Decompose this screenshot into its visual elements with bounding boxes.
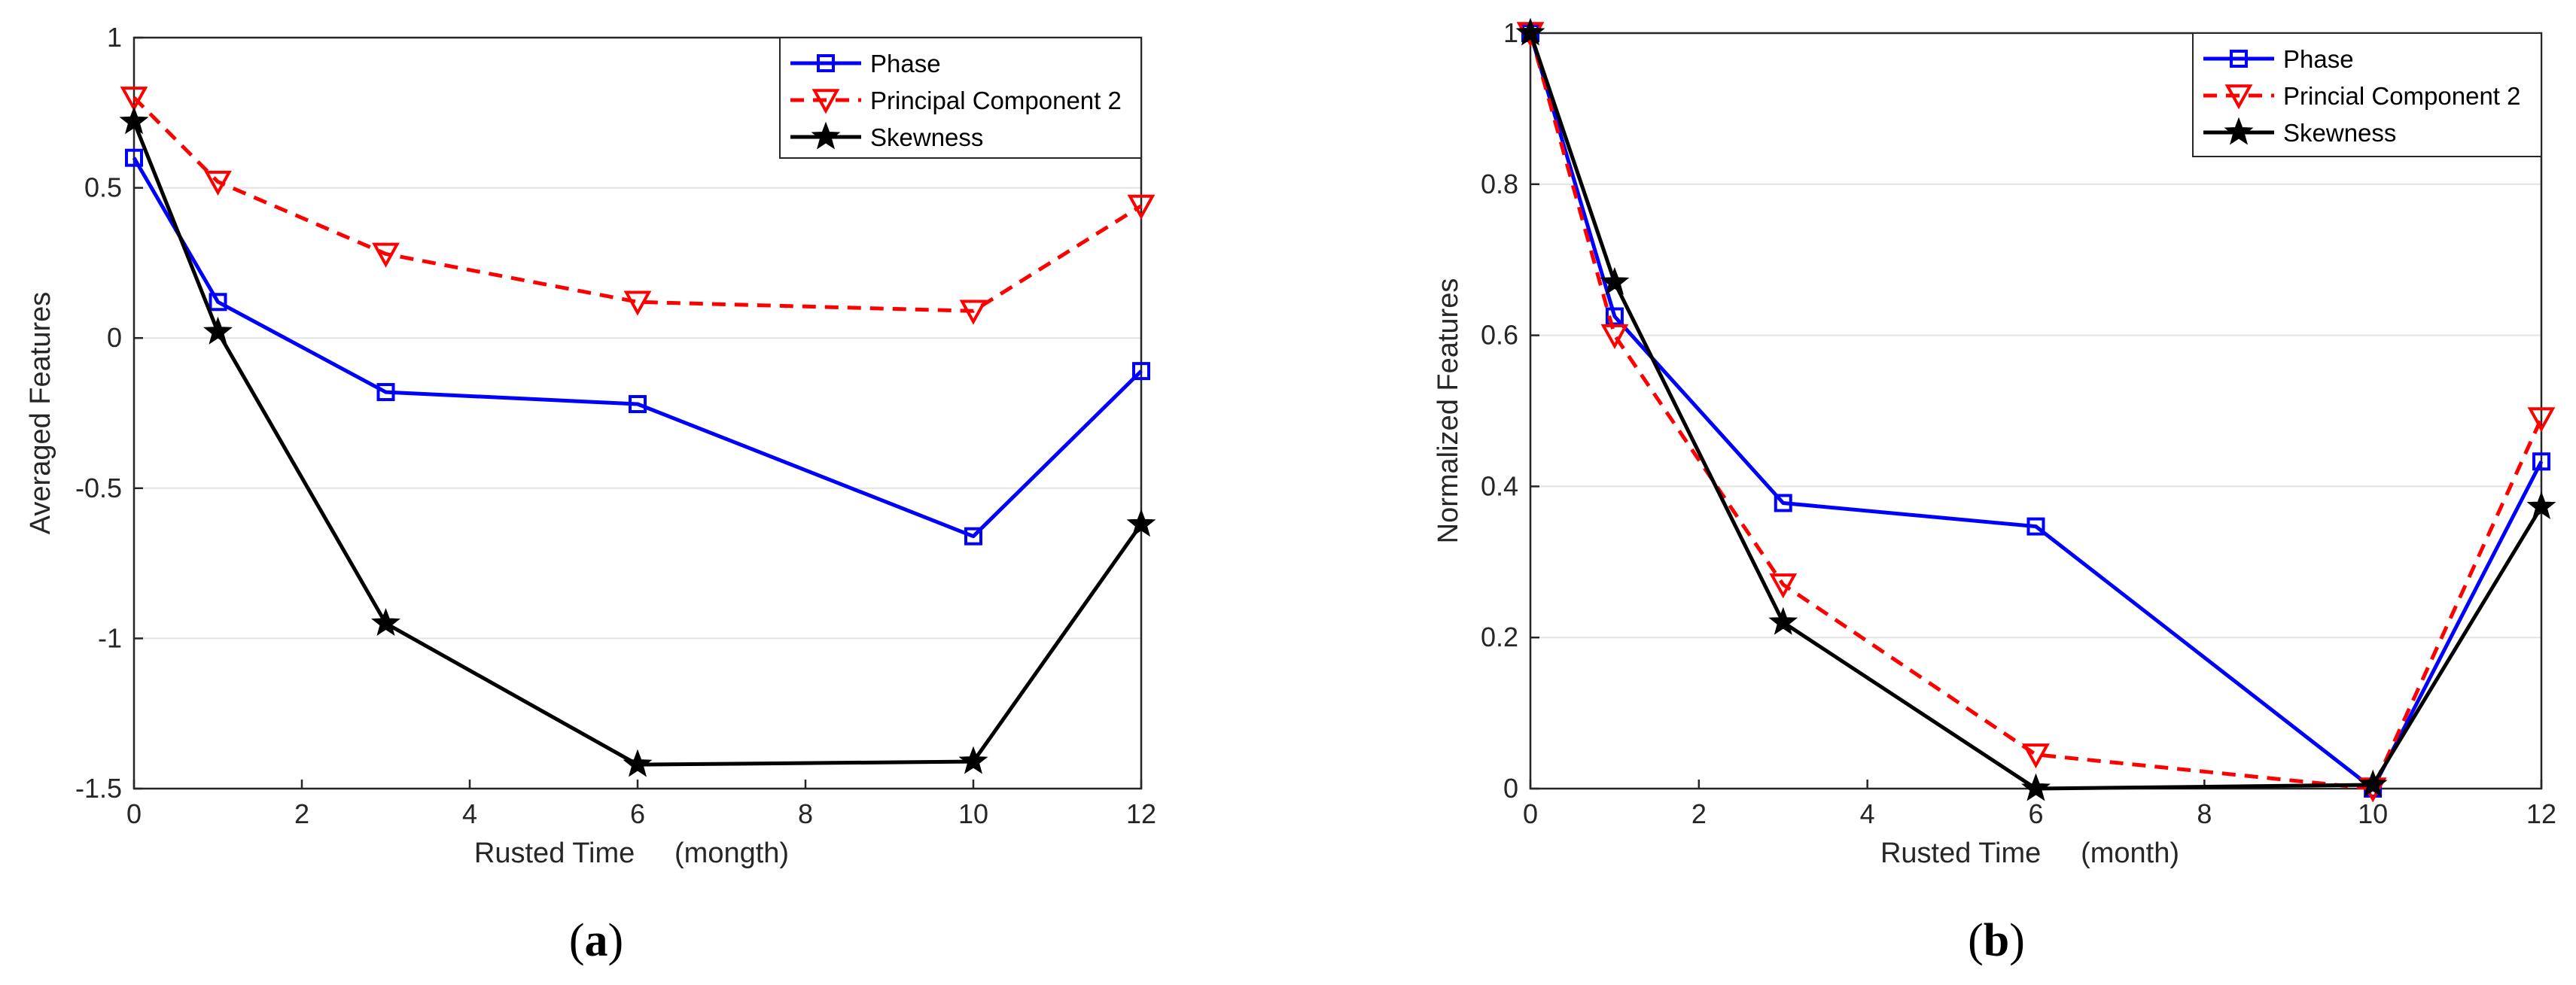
legend-marker <box>2224 117 2254 145</box>
x-tick-label: 8 <box>798 798 813 829</box>
panel-label-letter: b <box>1984 915 2009 966</box>
data-point <box>1127 194 1156 220</box>
panel-label-close: ) <box>2009 915 2025 966</box>
data-point <box>203 316 233 345</box>
x-tick-label: 0 <box>126 798 142 829</box>
data-point <box>959 299 988 325</box>
data-point <box>119 106 149 135</box>
legend-label: Phase <box>870 50 941 78</box>
data-point <box>2358 769 2388 798</box>
x-tick-label: 6 <box>2028 798 2043 829</box>
legend-label: Skewness <box>870 123 983 151</box>
x-tick-label: 2 <box>1691 798 1707 829</box>
legend-marker <box>817 54 835 72</box>
y-tick-label: 1 <box>107 22 122 53</box>
legend-marker <box>811 121 841 150</box>
y-axis-label: Averaged Features <box>25 292 56 535</box>
data-point <box>2021 773 2051 801</box>
data-point <box>204 170 232 196</box>
data-point <box>958 746 988 774</box>
data-point <box>623 749 653 777</box>
series-line <box>132 96 1143 313</box>
x-tick-label: 8 <box>2197 798 2212 829</box>
panel-label: (b) <box>1968 915 2025 966</box>
legend-marker <box>2230 50 2248 68</box>
legend-marker <box>2224 84 2253 110</box>
series-line <box>1528 32 2544 791</box>
x-axis-label: Rusted Time (month) <box>1880 838 2179 869</box>
y-tick-label: 0.8 <box>1481 169 1518 199</box>
panel-label-close: ) <box>608 915 624 966</box>
data-point <box>1605 307 1624 326</box>
y-tick-label: 1 <box>1503 17 1518 48</box>
data-point <box>1600 266 1630 295</box>
data-point <box>2527 407 2556 433</box>
data-point <box>1515 17 1545 46</box>
x-tick-label: 4 <box>1860 798 1875 829</box>
data-point <box>1600 324 1629 349</box>
data-point <box>1768 607 1798 635</box>
y-tick-label: -0.5 <box>75 473 122 503</box>
legend: Phase Principal Component 2 Skewness <box>779 37 1142 159</box>
x-tick-label: 4 <box>462 798 477 829</box>
data-point <box>371 607 400 636</box>
x-tick-label: 12 <box>1126 798 1156 829</box>
y-tick-label: 0.4 <box>1481 470 1518 501</box>
series-line <box>132 120 1143 767</box>
legend-label: Skewness <box>2283 119 2396 147</box>
legend-marker <box>811 89 840 114</box>
panel-label-letter: a <box>585 915 608 966</box>
y-tick-label: 0.5 <box>84 172 122 203</box>
panel-label: (a) <box>569 915 623 966</box>
y-tick-label: 0.6 <box>1481 320 1518 351</box>
data-point <box>2022 743 2050 769</box>
data-point <box>1769 573 1798 599</box>
series-skewness <box>119 106 1156 777</box>
series-phase <box>125 148 1150 546</box>
y-tick-label: 0 <box>1503 773 1518 804</box>
series-principal-component-2 <box>120 87 1156 325</box>
data-point <box>2026 517 2045 536</box>
panel-label-open: ( <box>1968 915 1984 966</box>
data-point <box>2532 452 2550 471</box>
x-tick-label: 12 <box>2526 798 2556 829</box>
y-tick-label: -1.5 <box>75 773 122 804</box>
y-tick-label: 0.2 <box>1481 622 1518 652</box>
data-point <box>372 242 400 268</box>
legend-label: Princial Component 2 <box>2283 82 2521 110</box>
series-skewness <box>1515 17 2556 801</box>
data-point <box>964 527 982 546</box>
data-point <box>376 383 395 402</box>
data-point <box>629 395 647 414</box>
x-tick-label: 2 <box>294 798 309 829</box>
series-line <box>1528 32 2544 791</box>
data-point <box>209 293 227 312</box>
x-tick-label: 0 <box>1523 798 1538 829</box>
data-point <box>120 87 148 112</box>
data-point <box>1126 509 1156 537</box>
x-axis-label: Rusted Time (mongth) <box>474 838 789 869</box>
legend-label: Principal Component 2 <box>870 87 1122 114</box>
data-point <box>125 148 143 167</box>
panel-label-open: ( <box>569 915 585 966</box>
data-point <box>623 290 652 316</box>
x-tick-label: 10 <box>2358 798 2388 829</box>
y-tick-label: 0 <box>107 322 122 353</box>
data-point <box>1132 362 1150 381</box>
legend-label: Phase <box>2283 45 2354 73</box>
x-tick-label: 6 <box>630 798 645 829</box>
series-line <box>132 157 1143 539</box>
legend: Phase Princial Component 2 Skewness <box>2192 32 2542 157</box>
legend-box <box>779 37 1142 159</box>
data-point <box>2526 491 2556 520</box>
y-axis-label: Normalized Features <box>1433 278 1464 544</box>
y-tick-label: -1 <box>98 622 122 653</box>
x-tick-label: 10 <box>958 798 988 829</box>
series-line <box>1528 32 2544 791</box>
data-point <box>1774 494 1792 512</box>
